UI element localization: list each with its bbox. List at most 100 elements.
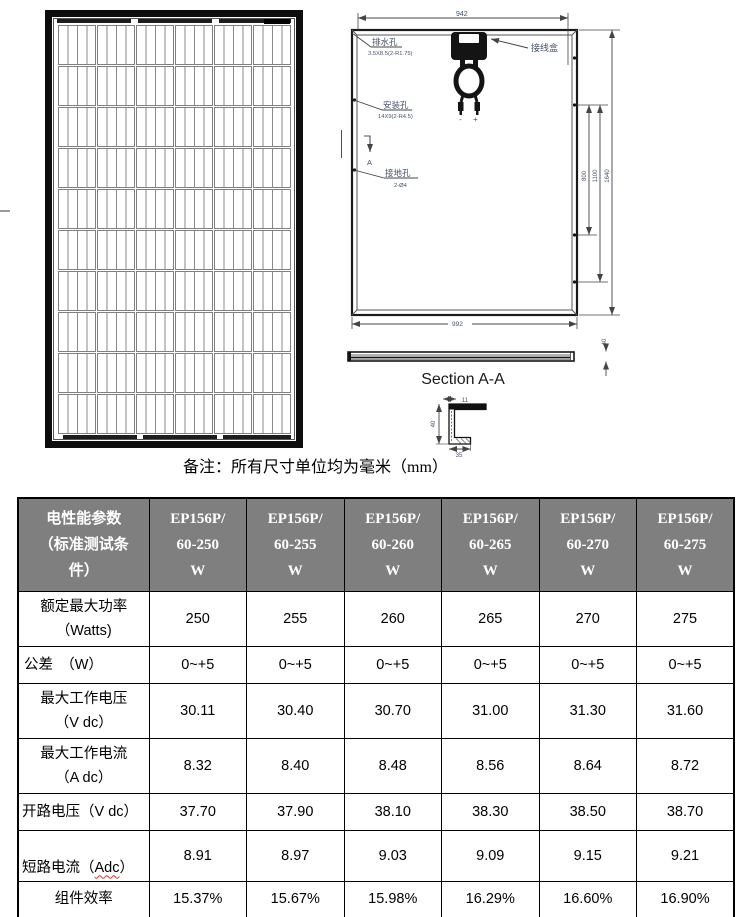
solar-cell xyxy=(57,270,96,311)
solar-cell xyxy=(252,352,291,393)
value-cell: 8.56 xyxy=(441,737,540,794)
value-cell: 0~+5 xyxy=(343,645,442,684)
solar-cell xyxy=(135,24,174,65)
value-cell: 30.40 xyxy=(246,682,345,739)
solar-cell xyxy=(96,147,135,188)
solar-cell xyxy=(135,106,174,147)
solar-cell xyxy=(252,106,291,147)
value-cell: 275 xyxy=(636,590,735,647)
value-cell: 255 xyxy=(246,590,345,647)
value-cell: 0~+5 xyxy=(246,645,345,684)
junction-box-icon: - + xyxy=(451,32,487,124)
value-cell: 9.03 xyxy=(343,829,442,882)
solar-cell xyxy=(174,106,213,147)
dim-992-label: 992 xyxy=(452,321,463,328)
grounding-hole-spec: 2-Ø4 xyxy=(394,183,408,189)
solar-cell xyxy=(57,188,96,229)
solar-cell xyxy=(174,147,213,188)
dim-40-label: 40 xyxy=(602,338,608,345)
solar-cell xyxy=(174,229,213,270)
value-cell: 16.29% xyxy=(441,880,540,917)
module-front-view xyxy=(45,10,303,448)
param-label-cell: 最大工作电流 （A dc） xyxy=(17,737,150,794)
value-cell: 16.60% xyxy=(538,880,637,917)
value-cell: 8.64 xyxy=(538,737,637,794)
value-cell: 38.50 xyxy=(538,792,637,831)
solar-cell xyxy=(213,24,252,65)
value-cell: 0~+5 xyxy=(148,645,247,684)
header-model-cell: EP156P/ 60-260 W xyxy=(343,497,442,592)
solar-cell xyxy=(57,393,96,434)
units-note: 备注：所有尺寸单位均为毫米（mm） xyxy=(183,459,448,476)
value-cell: 31.00 xyxy=(441,682,540,739)
param-label-cell: 公差 （W） xyxy=(17,645,150,684)
solar-cell xyxy=(213,106,252,147)
table-row: 额定最大功率 （Watts) 250 255 260 265 270 275 xyxy=(17,590,735,647)
solar-cell xyxy=(252,65,291,106)
mounting-hole-callout: 安装孔 14X9(2-R4.5) xyxy=(353,99,413,120)
grounding-hole-label: 接地孔 xyxy=(385,168,411,178)
table-row: 开路电压（V dc） 37.70 37.90 38.10 38.30 38.50… xyxy=(17,792,735,831)
table-row: 短路电流（Adc） 8.91 8.97 9.03 9.09 9.15 9.21 xyxy=(17,829,735,882)
value-cell: 38.10 xyxy=(343,792,442,831)
param-label-cell: 短路电流（Adc） xyxy=(17,829,150,882)
solar-cell xyxy=(174,352,213,393)
dimension-drawing: - + 接线盒 942 排水孔 3.5X8.5(2-R1.75) 安装孔 14X… xyxy=(341,11,620,459)
dim-942-label: 942 xyxy=(456,11,468,18)
solar-cell xyxy=(252,229,291,270)
header-model-cell: EP156P/ 60-265 W xyxy=(441,497,540,592)
grounding-hole-callout: 接地孔 2-Ø4 xyxy=(353,168,418,189)
solar-cell xyxy=(252,393,291,434)
header-param-cell: 电性能参数 （标准测试条 件） xyxy=(17,497,150,592)
profile-dim-40: 40 xyxy=(431,420,437,427)
bottom-ribbon-strip xyxy=(57,435,291,439)
value-cell: 9.15 xyxy=(538,829,637,882)
value-cell: 260 xyxy=(343,590,442,647)
value-cell: 0~+5 xyxy=(636,645,735,684)
param-label-part: ） xyxy=(119,859,135,876)
solar-cell xyxy=(96,352,135,393)
value-cell: 38.30 xyxy=(441,792,540,831)
solar-cell xyxy=(252,270,291,311)
solar-cell xyxy=(213,311,252,352)
frame-profile-detail: 11 40 35 xyxy=(431,396,487,459)
solar-cell xyxy=(213,65,252,106)
value-cell: 15.98% xyxy=(343,880,442,917)
param-label-part: 短路电流（ xyxy=(22,859,95,876)
value-cell: 8.97 xyxy=(246,829,345,882)
value-cell: 8.72 xyxy=(636,737,735,794)
value-cell: 9.21 xyxy=(636,829,735,882)
value-cell: 0~+5 xyxy=(538,645,637,684)
dim-right-stack: 800 1100 1640 xyxy=(577,29,620,316)
solar-cell xyxy=(96,393,135,434)
plus-terminal-label: + xyxy=(473,115,478,124)
table-row: 最大工作电流 （A dc） 8.32 8.40 8.48 8.56 8.64 8… xyxy=(17,737,735,794)
value-cell: 8.48 xyxy=(343,737,442,794)
table-header-row: 电性能参数 （标准测试条 件） EP156P/ 60-250 W EP156P/… xyxy=(17,497,735,592)
solar-cell xyxy=(213,229,252,270)
solar-cell xyxy=(57,229,96,270)
dim-1640-label: 1640 xyxy=(605,169,611,183)
param-label-cell: 最大工作电压 （V dc） xyxy=(17,682,150,739)
solar-cell xyxy=(96,270,135,311)
value-cell: 270 xyxy=(538,590,637,647)
solar-cell xyxy=(252,188,291,229)
section-bar xyxy=(347,351,575,362)
dim-800-label: 800 xyxy=(582,170,588,181)
profile-dim-11: 11 xyxy=(462,398,469,404)
table-row: 公差 （W） 0~+5 0~+5 0~+5 0~+5 0~+5 0~+5 xyxy=(17,645,735,684)
dim-1100-label: 1100 xyxy=(593,169,599,183)
solar-cell xyxy=(96,229,135,270)
solar-cell xyxy=(135,188,174,229)
solar-cell xyxy=(174,270,213,311)
table-row: 最大工作电压 （V dc） 30.11 30.40 30.70 31.00 31… xyxy=(17,682,735,739)
drain-hole-callout: 排水孔 3.5X8.5(2-R1.75) xyxy=(351,32,413,57)
value-cell: 8.40 xyxy=(246,737,345,794)
solar-cell xyxy=(174,24,213,65)
value-cell: 30.70 xyxy=(343,682,442,739)
solar-cell xyxy=(57,106,96,147)
solar-cell xyxy=(57,311,96,352)
solar-cell xyxy=(135,352,174,393)
corner-label-mark xyxy=(264,19,290,24)
value-cell: 0~+5 xyxy=(441,645,540,684)
